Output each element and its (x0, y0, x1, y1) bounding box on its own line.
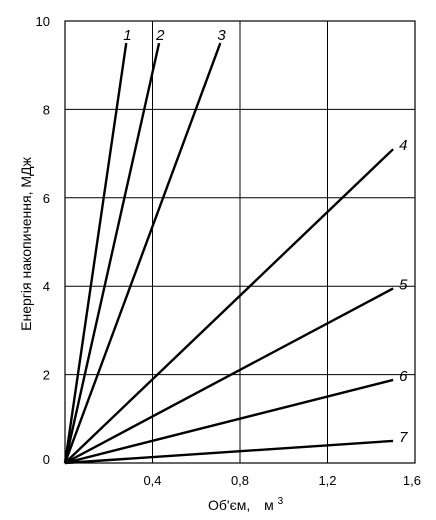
series-line-1 (63, 42, 128, 464)
series-label-5: 5 (399, 276, 408, 293)
series-label-4: 4 (399, 137, 407, 154)
y-tick-label: 6 (43, 191, 50, 206)
y-axis-label: Енергія накопичення, МДж (18, 157, 34, 331)
series-line-3 (63, 42, 222, 464)
y-tick-label: 2 (43, 368, 50, 383)
y-tick-label: 8 (43, 102, 50, 117)
series-label-6: 6 (399, 368, 408, 385)
series-label-2: 2 (155, 27, 165, 44)
grid (65, 21, 415, 463)
tick-labels: 0 2 4 6 8 10 0,4 0,8 1,2 1,6 (36, 14, 421, 488)
series-line-4 (64, 148, 394, 464)
x-axis-label-text: Об'єм, (208, 497, 250, 513)
series-line-5 (64, 287, 394, 465)
y-tick-label: 10 (36, 14, 50, 29)
x-tick-label: 0,4 (143, 473, 161, 488)
series-line-6 (64, 378, 394, 465)
series-label-1: 1 (123, 27, 131, 44)
x-tick-label: 0,8 (231, 473, 249, 488)
series-label-7: 7 (399, 429, 408, 446)
series-line-2 (63, 42, 161, 464)
series-line-7 (64, 439, 394, 465)
series-group: 1 2 3 4 5 6 7 (63, 27, 408, 465)
x-tick-label: 1,6 (403, 473, 421, 488)
series-label-3: 3 (217, 27, 226, 44)
plot-frame (64, 20, 416, 464)
y-tick-label: 0 (43, 452, 50, 467)
x-axis-label: Об'єм, м 3 (208, 496, 284, 513)
y-tick-label: 4 (43, 279, 50, 294)
x-axis-unit: м (264, 497, 274, 513)
x-axis-unit-superscript: 3 (278, 496, 284, 507)
x-tick-label: 1,2 (318, 473, 336, 488)
